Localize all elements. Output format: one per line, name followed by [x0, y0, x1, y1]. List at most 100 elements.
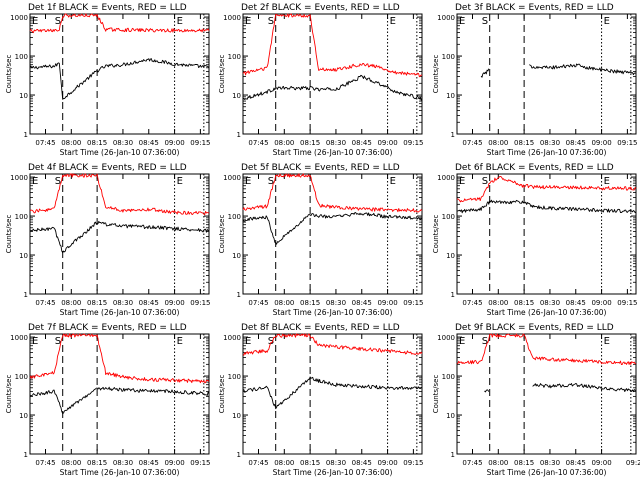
marker-label: E — [32, 16, 38, 27]
y-axis-label: Counts/sec — [432, 55, 440, 94]
series-line-events — [242, 74, 423, 101]
y-tick-label: 100 — [442, 213, 455, 221]
x-tick-label: 08:30 — [326, 299, 346, 307]
x-tick-label: 07:45 — [35, 459, 55, 467]
x-axis-label: Start Time (26-Jan-10 07:36:00) — [273, 308, 393, 317]
marker-label: E — [390, 336, 396, 347]
x-tick-label: 08:45 — [139, 459, 159, 467]
marker-label: E — [177, 16, 183, 27]
series-line-events — [532, 383, 637, 393]
x-tick-label: 08:15 — [300, 299, 320, 307]
x-tick-label: 08:15 — [300, 459, 320, 467]
series-line-lld — [242, 173, 423, 213]
y-tick-label: 10 — [446, 412, 455, 420]
plot-frame — [242, 333, 423, 455]
plot-frame — [29, 173, 210, 295]
y-tick-label: 1 — [24, 131, 28, 139]
marker-label: S — [482, 16, 488, 27]
marker-label: E — [390, 176, 396, 187]
series-line-lld — [29, 13, 210, 34]
x-tick-label: 08:00 — [488, 299, 508, 307]
y-tick-label: 100 — [15, 213, 28, 221]
y-tick-label: 100 — [228, 373, 241, 381]
y-tick-label: 1000 — [223, 174, 241, 182]
marker-label: E — [245, 16, 251, 27]
x-tick-label: 07:45 — [462, 139, 482, 147]
x-tick-label: 08:30 — [540, 139, 560, 147]
y-tick-label: 100 — [15, 373, 28, 381]
marker-label: S — [268, 176, 274, 187]
y-tick-label: 10 — [232, 252, 241, 260]
marker-label: S — [55, 336, 61, 347]
y-tick-label: 1000 — [10, 334, 28, 342]
y-tick-label: 10 — [19, 252, 28, 260]
x-tick-label: 08:15 — [514, 299, 534, 307]
y-tick-label: 10 — [19, 412, 28, 420]
plot-frame — [456, 333, 637, 455]
x-tick-label: 08:30 — [113, 459, 133, 467]
chart-title: Det 2f BLACK = Events, RED = LLD — [241, 3, 400, 13]
chart-panel-4: Det 4f BLACK = Events, RED = LLD 1 10 100 10… — [5, 163, 210, 317]
series-line-events — [480, 68, 490, 78]
chart-title: Det 4f BLACK = Events, RED = LLD — [28, 163, 187, 173]
x-tick-label: 09:00 — [164, 299, 184, 307]
y-tick-label: 1000 — [437, 174, 455, 182]
series-line-events — [242, 212, 423, 245]
series-line-events — [29, 386, 210, 414]
y-axis-label: Counts/sec — [5, 215, 13, 254]
x-tick-label: 09:00 — [591, 459, 611, 467]
x-tick-label: 08:15 — [514, 139, 534, 147]
plot-frame — [242, 13, 423, 135]
x-tick-label: 07:45 — [35, 139, 55, 147]
plot-frame — [456, 13, 637, 135]
chart-title: Det 3f BLACK = Events, RED = LLD — [455, 3, 614, 13]
x-tick-label: 07:45 — [462, 459, 482, 467]
marker-label: E — [459, 16, 465, 27]
series-line-lld — [456, 333, 637, 365]
y-tick-label: 100 — [15, 53, 28, 61]
chart-panel-1: Det 1f BLACK = Events, RED = LLD 1 10 100 10… — [5, 3, 210, 157]
x-axis-label: Start Time (26-Jan-10 07:36:00) — [273, 468, 393, 477]
x-tick-label: 07:45 — [462, 299, 482, 307]
y-axis-label: Counts/sec — [218, 55, 226, 94]
y-tick-label: 10 — [446, 92, 455, 100]
x-tick-label: 08:15 — [300, 139, 320, 147]
series-line-events — [29, 58, 210, 100]
y-tick-label: 1000 — [10, 14, 28, 22]
x-axis-label: Start Time (26-Jan-10 07:36:00) — [487, 468, 607, 477]
x-tick-label: 08:00 — [488, 139, 508, 147]
y-tick-label: 1 — [237, 131, 241, 139]
chart-title: Det 5f BLACK = Events, RED = LLD — [241, 163, 400, 173]
x-tick-label: 09:15 — [617, 139, 637, 147]
y-tick-label: 1000 — [437, 334, 455, 342]
y-tick-label: 1 — [24, 451, 28, 459]
y-axis-label: Counts/sec — [5, 375, 13, 414]
y-tick-label: 1000 — [437, 14, 455, 22]
x-tick-label: 08:45 — [352, 299, 372, 307]
x-axis-label: Start Time (26-Jan-10 07:36:00) — [487, 308, 607, 317]
x-tick-label: 08:00 — [274, 299, 294, 307]
chart-panel-3: Det 3f BLACK = Events, RED = LLD 1 10 100 10… — [432, 3, 637, 157]
x-tick-label: 08:30 — [326, 459, 346, 467]
y-tick-label: 1000 — [10, 174, 28, 182]
marker-label: E — [604, 16, 610, 27]
marker-label: S — [268, 336, 274, 347]
x-tick-label: 08:45 — [352, 459, 372, 467]
x-tick-label: 09:15 — [403, 139, 423, 147]
series-line-events — [529, 63, 637, 76]
x-tick-label: 09:00 — [377, 139, 397, 147]
x-tick-label: 08:00 — [488, 459, 508, 467]
x-tick-label: 08:45 — [139, 139, 159, 147]
marker-label: S — [482, 176, 488, 187]
y-axis-label: Counts/sec — [218, 215, 226, 254]
y-tick-label: 100 — [442, 373, 455, 381]
y-axis-label: Counts/sec — [5, 55, 13, 94]
x-tick-label: 08:15 — [87, 299, 107, 307]
marker-label: S — [55, 16, 61, 27]
x-tick-label: 08:45 — [566, 459, 586, 467]
x-tick-label: 08:30 — [540, 459, 560, 467]
chart-title: Det 9f BLACK = Events, RED = LLD — [455, 323, 614, 333]
x-tick-label: 07:45 — [35, 299, 55, 307]
y-tick-label: 10 — [19, 92, 28, 100]
marker-label: E — [390, 16, 396, 27]
